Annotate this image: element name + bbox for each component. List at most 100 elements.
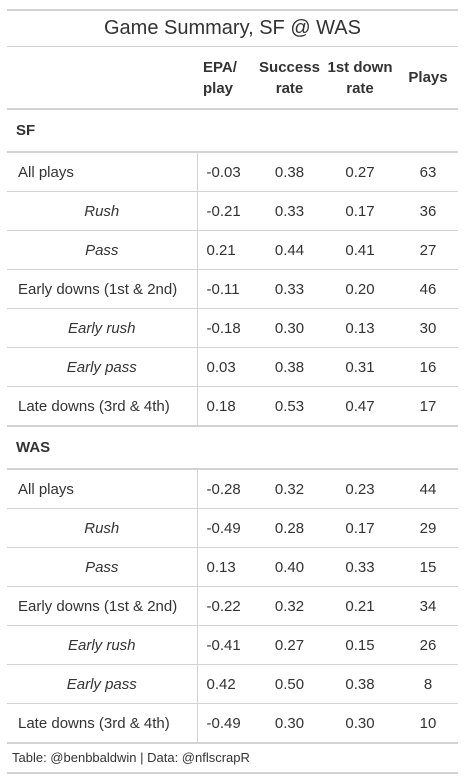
- group-row-1: WAS: [7, 426, 458, 470]
- cell-plays: 27: [398, 230, 458, 270]
- cell-success-rate: 0.28: [257, 508, 322, 548]
- cell-first-down-rate: 0.47: [322, 386, 398, 427]
- cell-first-down-rate: 0.30: [322, 703, 398, 744]
- cell-success-rate: 0.32: [257, 469, 322, 509]
- row-label: Early pass: [7, 664, 198, 704]
- table-row: All plays -0.28 0.32 0.23 44: [7, 469, 458, 509]
- cell-success-rate: 0.44: [257, 230, 322, 270]
- header-sr-line1: Success: [259, 58, 320, 76]
- cell-success-rate: 0.50: [257, 664, 322, 704]
- cell-epa: 0.18: [197, 386, 257, 427]
- cell-plays: 30: [398, 308, 458, 348]
- cell-plays: 46: [398, 269, 458, 309]
- cell-first-down-rate: 0.15: [322, 625, 398, 665]
- table-row: Early pass 0.03 0.38 0.31 16: [7, 347, 458, 387]
- row-label: Early downs (1st & 2nd): [7, 269, 198, 309]
- row-label: All plays: [7, 152, 198, 192]
- cell-first-down-rate: 0.21: [322, 586, 398, 626]
- header-fd-line2: rate: [346, 79, 374, 97]
- cell-first-down-rate: 0.20: [322, 269, 398, 309]
- cell-first-down-rate: 0.38: [322, 664, 398, 704]
- group-row-0: SF: [7, 109, 458, 153]
- cell-success-rate: 0.33: [257, 191, 322, 231]
- stats-table: EPA/ play Success rate 1st down rate Pla…: [7, 47, 458, 744]
- cell-plays: 16: [398, 347, 458, 387]
- table-row: Early downs (1st & 2nd) -0.11 0.33 0.20 46: [7, 269, 458, 309]
- cell-plays: 63: [398, 152, 458, 192]
- row-label: Pass: [7, 230, 198, 270]
- table-source-note: Table: @benbbaldwin | Data: @nflscrapR: [7, 744, 458, 774]
- row-label: Early pass: [7, 347, 198, 387]
- cell-success-rate: 0.53: [257, 386, 322, 427]
- row-label: Early rush: [7, 625, 198, 665]
- row-label: Pass: [7, 547, 198, 587]
- cell-success-rate: 0.40: [257, 547, 322, 587]
- header-epa-per-play: EPA/ play: [197, 47, 257, 110]
- cell-epa: 0.03: [197, 347, 257, 387]
- row-label: All plays: [7, 469, 198, 509]
- table-row: Early pass 0.42 0.50 0.38 8: [7, 664, 458, 704]
- cell-success-rate: 0.38: [257, 152, 322, 192]
- cell-success-rate: 0.33: [257, 269, 322, 309]
- cell-epa: 0.42: [197, 664, 257, 704]
- cell-first-down-rate: 0.27: [322, 152, 398, 192]
- cell-epa: -0.03: [197, 152, 257, 192]
- cell-epa: 0.13: [197, 547, 257, 587]
- table-row: Rush -0.49 0.28 0.17 29: [7, 508, 458, 548]
- header-first-down-rate: 1st down rate: [322, 47, 398, 110]
- cell-first-down-rate: 0.33: [322, 547, 398, 587]
- cell-first-down-rate: 0.31: [322, 347, 398, 387]
- table-header: EPA/ play Success rate 1st down rate Pla…: [7, 47, 458, 110]
- cell-plays: 15: [398, 547, 458, 587]
- cell-plays: 36: [398, 191, 458, 231]
- cell-success-rate: 0.27: [257, 625, 322, 665]
- cell-success-rate: 0.32: [257, 586, 322, 626]
- table-row: Pass 0.21 0.44 0.41 27: [7, 230, 458, 270]
- table-row: Early rush -0.18 0.30 0.13 30: [7, 308, 458, 348]
- header-success-rate: Success rate: [257, 47, 322, 110]
- cell-plays: 17: [398, 386, 458, 427]
- cell-epa: -0.41: [197, 625, 257, 665]
- cell-success-rate: 0.30: [257, 703, 322, 744]
- header-fd-line1: 1st down: [327, 58, 393, 76]
- cell-plays: 8: [398, 664, 458, 704]
- cell-first-down-rate: 0.17: [322, 191, 398, 231]
- table-row: All plays -0.03 0.38 0.27 63: [7, 152, 458, 192]
- row-label: Rush: [7, 191, 198, 231]
- table-row: Late downs (3rd & 4th) -0.49 0.30 0.30 10: [7, 703, 458, 744]
- group-team-label: WAS: [7, 426, 458, 470]
- cell-epa: -0.11: [197, 269, 257, 309]
- cell-plays: 10: [398, 703, 458, 744]
- row-label: Early rush: [7, 308, 198, 348]
- cell-first-down-rate: 0.13: [322, 308, 398, 348]
- row-label: Early downs (1st & 2nd): [7, 586, 198, 626]
- cell-plays: 26: [398, 625, 458, 665]
- cell-epa: -0.18: [197, 308, 257, 348]
- cell-epa: -0.22: [197, 586, 257, 626]
- table-row: Late downs (3rd & 4th) 0.18 0.53 0.47 17: [7, 386, 458, 427]
- table-row: Early downs (1st & 2nd) -0.22 0.32 0.21 34: [7, 586, 458, 626]
- table-body: SF All plays -0.03 0.38 0.27 63 Rush -0.21 0.33 0…: [7, 109, 458, 744]
- cell-plays: 29: [398, 508, 458, 548]
- cell-epa: -0.49: [197, 508, 257, 548]
- table-row: Pass 0.13 0.40 0.33 15: [7, 547, 458, 587]
- header-epa-line1: EPA/: [203, 58, 237, 76]
- cell-success-rate: 0.38: [257, 347, 322, 387]
- cell-first-down-rate: 0.17: [322, 508, 398, 548]
- cell-first-down-rate: 0.41: [322, 230, 398, 270]
- cell-plays: 34: [398, 586, 458, 626]
- table-row: Rush -0.21 0.33 0.17 36: [7, 191, 458, 231]
- cell-success-rate: 0.30: [257, 308, 322, 348]
- header-epa-line2: play: [203, 79, 234, 97]
- cell-first-down-rate: 0.23: [322, 469, 398, 509]
- cell-epa: -0.28: [197, 469, 257, 509]
- cell-epa: 0.21: [197, 230, 257, 270]
- table-row: Early rush -0.41 0.27 0.15 26: [7, 625, 458, 665]
- header-plays: Plays: [398, 47, 458, 110]
- cell-epa: -0.49: [197, 703, 257, 744]
- row-label: Late downs (3rd & 4th): [7, 386, 198, 427]
- header-label-column: [7, 47, 197, 110]
- row-label: Rush: [7, 508, 198, 548]
- row-label: Late downs (3rd & 4th): [7, 703, 198, 744]
- cell-epa: -0.21: [197, 191, 257, 231]
